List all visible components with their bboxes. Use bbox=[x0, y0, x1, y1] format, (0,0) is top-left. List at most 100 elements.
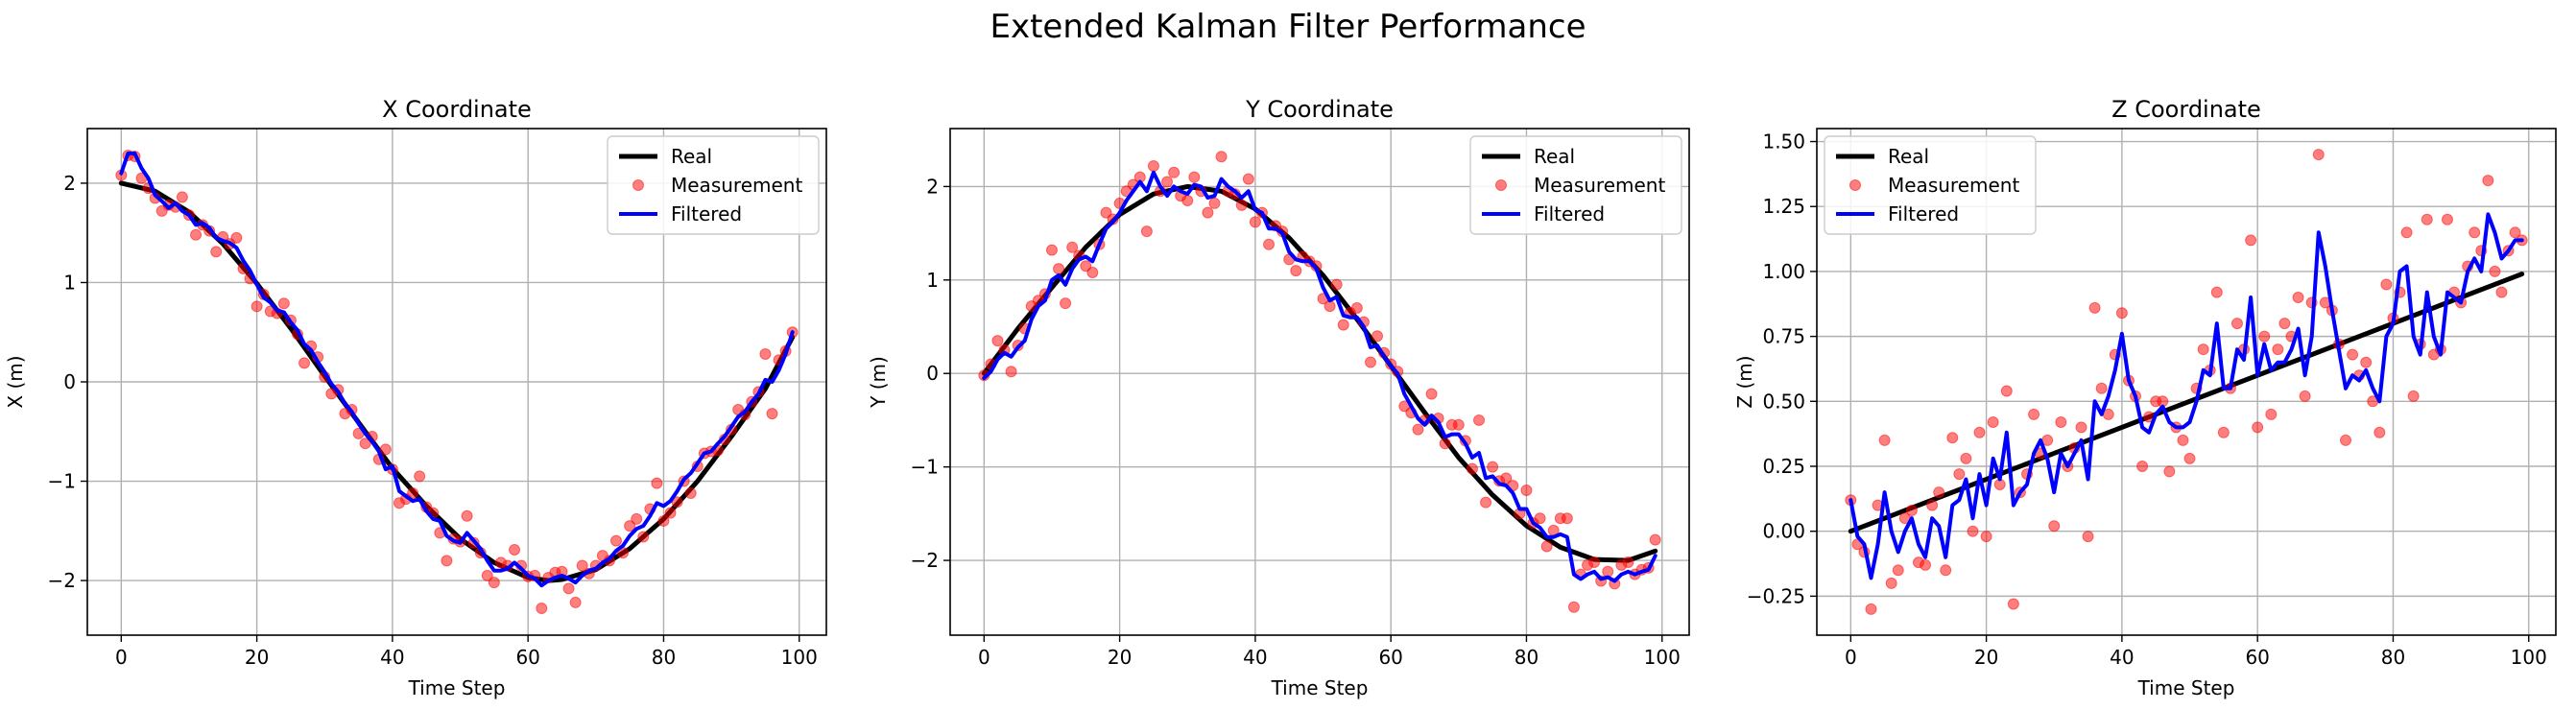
series-measurement-point bbox=[2115, 307, 2128, 320]
series-measurement-point bbox=[2340, 434, 2352, 446]
series-measurement-point bbox=[1439, 438, 1451, 450]
series-measurement-point bbox=[1324, 300, 1336, 313]
legend-entry-filtered-label: Filtered bbox=[1534, 202, 1605, 225]
y-tick-label: −2 bbox=[48, 569, 76, 592]
legend-entry-real-label: Real bbox=[671, 145, 712, 168]
legend-box bbox=[1824, 135, 2037, 235]
legend-entry-measurement-label: Measurement bbox=[1888, 174, 2019, 197]
y-tick-label: 2 bbox=[926, 175, 939, 198]
series-measurement-point bbox=[298, 357, 311, 369]
series-measurement-point bbox=[1202, 206, 1214, 219]
series-measurement-point bbox=[2509, 226, 2521, 239]
y-tick-label: 0.75 bbox=[1762, 325, 1805, 348]
x-tick-label: 60 bbox=[515, 646, 539, 669]
series-measurement-point bbox=[230, 231, 243, 244]
series-measurement-point bbox=[562, 582, 575, 595]
series-measurement-point bbox=[1147, 159, 1159, 172]
subplot-title: Z Coordinate bbox=[2111, 96, 2261, 123]
series-measurement-point bbox=[2136, 461, 2149, 472]
series-measurement-point bbox=[1208, 197, 1221, 209]
series-measurement-point bbox=[651, 477, 663, 489]
series-measurement-point bbox=[481, 569, 493, 581]
series-measurement-point bbox=[1452, 418, 1465, 431]
series-measurement-point bbox=[1060, 297, 1072, 310]
legend-entry-measurement-swatch bbox=[632, 179, 644, 191]
x-axis-label: Time Step bbox=[2137, 676, 2235, 699]
series-measurement-point bbox=[1215, 151, 1228, 163]
y-axis-label: Z (m) bbox=[1733, 355, 1756, 408]
series-measurement-point bbox=[1567, 601, 1580, 613]
series-measurement-point bbox=[1960, 452, 1972, 464]
series-measurement-point bbox=[210, 246, 223, 258]
series-measurement-point bbox=[2197, 343, 2209, 356]
x-tick-label: 20 bbox=[245, 646, 269, 669]
series-measurement-point bbox=[1425, 388, 1438, 400]
series-measurement-point bbox=[2258, 330, 2271, 343]
x-tick-label: 100 bbox=[781, 646, 818, 669]
x-tick-label: 40 bbox=[1243, 646, 1267, 669]
series-measurement-point bbox=[1249, 216, 1261, 228]
series-measurement-point bbox=[488, 577, 500, 589]
series-measurement-point bbox=[1066, 241, 1079, 253]
subplot-z-coordinate: 0 20 40 60 80 100 −0.25 0.00 0.25 0.50 0.75 1.00 1.2… bbox=[1733, 96, 2557, 699]
series-measurement-point bbox=[2278, 318, 2291, 330]
series-measurement-point bbox=[1622, 556, 1634, 569]
series-measurement-point bbox=[2482, 175, 2494, 187]
subplot-y-coordinate: 0 20 40 60 80 100 −2 −1 0 1 2 Y Coordinate Time Step… bbox=[867, 96, 1690, 699]
series-measurement-point bbox=[2217, 426, 2230, 438]
y-tick-label: −1 bbox=[48, 470, 76, 493]
series-measurement-point bbox=[2360, 356, 2373, 368]
series-measurement-point bbox=[569, 596, 582, 608]
series-real-line bbox=[981, 183, 1658, 563]
series-measurement-point bbox=[277, 297, 290, 310]
series-measurement-point bbox=[1086, 267, 1099, 279]
series-measurement-point bbox=[1920, 558, 1932, 571]
legend-entry-real-label: Real bbox=[1888, 145, 1929, 168]
legend-entry-real-label: Real bbox=[1534, 145, 1575, 168]
axes-frame bbox=[1816, 128, 2557, 636]
y-tick-label: 1 bbox=[63, 271, 76, 294]
series-measurement-point bbox=[1905, 505, 1918, 517]
x-tick-label: 80 bbox=[1515, 646, 1538, 669]
legend: Real Measurement Filtered bbox=[1824, 135, 2037, 235]
series-measurement-point bbox=[1140, 225, 1153, 238]
series-measurement-point bbox=[2252, 421, 2264, 434]
series-measurement-point bbox=[2082, 531, 2094, 543]
series-measurement-point bbox=[1242, 173, 1254, 185]
series-measurement-point bbox=[2000, 385, 2013, 397]
legend-box bbox=[1469, 135, 1682, 235]
figure-title: Extended Kalman Filter Performance bbox=[990, 8, 1586, 46]
y-tick-label: −2 bbox=[911, 549, 939, 572]
legend-entry-measurement-swatch bbox=[1495, 179, 1507, 191]
series-measurement-point bbox=[461, 509, 473, 522]
series-measurement-point bbox=[1330, 278, 1343, 291]
legend: Real Measurement Filtered bbox=[607, 135, 820, 235]
series-measurement-point bbox=[1188, 171, 1201, 183]
series-measurement-point bbox=[766, 408, 778, 420]
series-measurement-point bbox=[441, 555, 453, 567]
legend-entry-filtered-label: Filtered bbox=[1888, 202, 1959, 225]
series-measurement-point bbox=[1290, 265, 1302, 277]
series-measurement-point bbox=[1933, 486, 1945, 499]
series-measurement-point bbox=[1005, 366, 1017, 378]
series-measurement-point bbox=[1412, 423, 1424, 436]
y-tick-label: 0 bbox=[63, 370, 76, 393]
series-measurement-point bbox=[991, 335, 1004, 347]
x-axis-label: Time Step bbox=[1271, 676, 1369, 699]
subplot-title: Y Coordinate bbox=[1245, 96, 1394, 123]
series-measurement-point bbox=[2373, 426, 2386, 438]
x-tick-label: 40 bbox=[380, 646, 404, 669]
series-measurement-point bbox=[2028, 408, 2040, 420]
series-measurement-point bbox=[250, 300, 263, 313]
x-axis-label: Time Step bbox=[408, 676, 506, 699]
series-measurement-point bbox=[1534, 512, 1546, 525]
legend: Real Measurement Filtered bbox=[1469, 135, 1682, 235]
series-measurement-point bbox=[2495, 286, 2508, 298]
series-measurement-point bbox=[2407, 390, 2420, 402]
series-measurement-point bbox=[657, 514, 670, 527]
series-measurement-point bbox=[624, 520, 636, 532]
series-measurement-point bbox=[1987, 415, 1999, 428]
x-tick-label: 40 bbox=[2110, 646, 2134, 669]
y-tick-label: 0 bbox=[926, 362, 939, 385]
